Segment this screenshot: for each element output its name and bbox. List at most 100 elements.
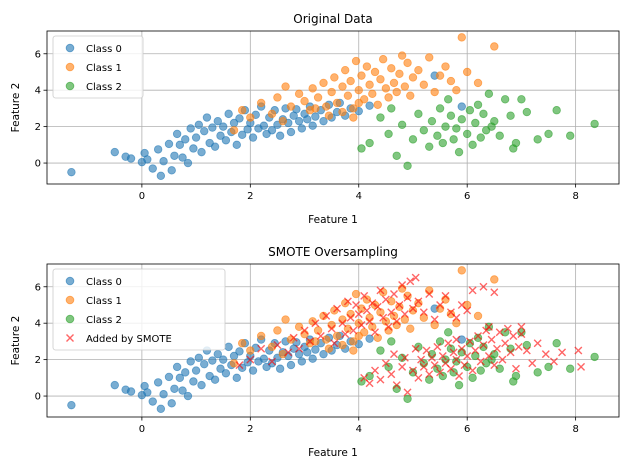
point-added-by-smote — [484, 351, 493, 360]
y-tick-label: 6 — [35, 49, 41, 60]
axes-frame — [46, 263, 620, 418]
y-tick-label: 4 — [35, 86, 41, 97]
point-class-0 — [311, 112, 320, 121]
point-class-0 — [110, 147, 119, 157]
point-class-2 — [517, 95, 526, 104]
point-class-0 — [297, 357, 307, 366]
point-added-by-smote — [398, 362, 407, 371]
point-added-by-smote — [541, 350, 550, 359]
point-class-2 — [533, 368, 542, 377]
point-class-2 — [509, 144, 518, 153]
point-added-by-smote — [376, 286, 385, 295]
point-class-0 — [210, 142, 220, 151]
legend-label-class-1: Class 1 — [86, 63, 122, 74]
point-class-1 — [430, 320, 439, 330]
point-class-1 — [338, 340, 347, 350]
y-tick-label: 0 — [35, 159, 41, 170]
point-class-0 — [159, 157, 168, 166]
point-class-0 — [267, 126, 277, 135]
point-added-by-smote — [463, 351, 472, 360]
point-class-2 — [473, 100, 483, 109]
point-class-1 — [389, 78, 399, 88]
point-added-by-smote — [406, 277, 415, 286]
point-class-0 — [208, 123, 217, 132]
point-added-by-smote — [390, 290, 398, 299]
point-class-1 — [237, 339, 247, 348]
point-class-1 — [452, 85, 461, 95]
series-class-2 — [357, 89, 599, 170]
point-class-2 — [419, 126, 429, 135]
point-class-0 — [148, 397, 157, 406]
point-class-1 — [313, 93, 323, 102]
point-class-0 — [172, 129, 182, 139]
point-class-2 — [435, 337, 445, 346]
point-class-0 — [457, 335, 466, 344]
point-class-1 — [246, 346, 255, 355]
point-class-2 — [500, 95, 510, 104]
point-added-by-smote — [376, 375, 385, 384]
point-class-2 — [552, 106, 561, 115]
point-added-by-smote — [433, 342, 442, 351]
point-class-1 — [473, 311, 483, 321]
point-class-2 — [476, 366, 485, 375]
point-added-by-smote — [398, 280, 407, 289]
point-class-2 — [533, 135, 542, 144]
point-added-by-smote — [365, 379, 374, 388]
point-added-by-smote — [463, 306, 472, 315]
point-class-0 — [175, 373, 185, 383]
point-class-2 — [471, 118, 480, 128]
point-added-by-smote — [455, 372, 464, 381]
point-class-2 — [392, 151, 401, 160]
point-added-by-smote — [365, 317, 374, 326]
point-class-0 — [110, 380, 119, 390]
point-added-by-smote — [284, 348, 293, 357]
point-class-1 — [294, 322, 304, 332]
point-class-0 — [183, 158, 193, 168]
point-class-0 — [232, 140, 241, 150]
legend-marker-class-2 — [65, 81, 75, 91]
point-class-2 — [452, 357, 461, 366]
point-added-by-smote — [411, 273, 420, 282]
point-class-0 — [275, 131, 285, 140]
point-class-0 — [219, 355, 228, 364]
point-class-1 — [324, 344, 334, 353]
point-class-1 — [229, 126, 239, 135]
ticks: 0 2 4 6 8 0 2 4 6 — [35, 49, 579, 202]
point-class-0 — [224, 109, 233, 119]
point-added-by-smote — [503, 324, 512, 333]
point-added-by-smote — [419, 362, 428, 371]
point-class-1 — [354, 98, 363, 108]
point-class-2 — [517, 328, 526, 337]
legend-marker-class-0 — [65, 276, 75, 286]
point-added-by-smote — [574, 346, 583, 355]
point-class-0 — [172, 362, 182, 372]
point-class-0 — [202, 113, 212, 122]
point-added-by-smote — [457, 344, 466, 353]
point-class-1 — [332, 98, 342, 108]
point-class-1 — [246, 113, 255, 122]
point-class-0 — [219, 122, 228, 131]
point-class-1 — [349, 113, 358, 122]
point-class-2 — [495, 131, 504, 140]
point-class-0 — [259, 354, 269, 363]
scatter-points — [67, 266, 599, 414]
point-added-by-smote — [338, 319, 347, 328]
chart-title: Original Data — [293, 12, 372, 26]
point-added-by-smote — [330, 339, 339, 348]
point-class-1 — [368, 322, 377, 332]
point-class-1 — [338, 107, 347, 117]
point-class-0 — [67, 167, 76, 177]
point-added-by-smote — [305, 337, 314, 346]
x-tick-label: 6 — [464, 191, 470, 202]
point-added-by-smote — [452, 313, 461, 322]
point-added-by-smote — [509, 331, 518, 340]
point-added-by-smote — [390, 350, 398, 359]
point-class-1 — [256, 331, 266, 341]
point-added-by-smote — [498, 355, 507, 364]
point-class-1 — [373, 333, 382, 342]
point-added-by-smote — [311, 319, 320, 328]
point-added-by-smote — [246, 355, 255, 364]
point-added-by-smote — [501, 339, 510, 348]
point-class-2 — [462, 129, 472, 139]
point-class-1 — [397, 51, 407, 60]
